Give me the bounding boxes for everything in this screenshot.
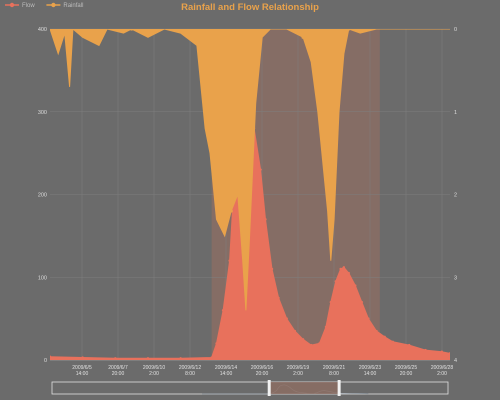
flow-data-point[interactable] xyxy=(228,259,231,262)
flow-data-point[interactable] xyxy=(347,271,350,275)
x-tick-label: 2009/6/5 xyxy=(72,365,92,371)
flow-data-point[interactable] xyxy=(215,342,218,345)
flow-data-point[interactable] xyxy=(259,168,262,171)
x-tick-label: 2:00 xyxy=(293,371,303,377)
rainfall-data-point[interactable] xyxy=(301,35,305,39)
x-tick-label: 2:00 xyxy=(149,371,159,377)
legend[interactable]: Flow Rainfall xyxy=(5,2,83,9)
left-tick-label: 200 xyxy=(38,193,47,199)
x-tick-label: 8:00 xyxy=(329,371,339,377)
x-tick-label: 2009/6/10 xyxy=(143,365,165,371)
flow-data-point[interactable] xyxy=(448,352,451,355)
flow-data-point[interactable] xyxy=(49,355,52,358)
flow-data-point[interactable] xyxy=(360,300,364,304)
x-tick-label: 2009/6/7 xyxy=(108,365,128,371)
slider-handle-left[interactable] xyxy=(267,380,271,396)
flow-data-point[interactable] xyxy=(440,350,444,353)
right-tick-label: 4 xyxy=(454,358,457,364)
flow-data-point[interactable] xyxy=(264,218,267,221)
legend-label: Rainfall xyxy=(63,3,83,9)
left-axis-ticks: 0 100 200 300 400 xyxy=(38,27,47,364)
x-tick-label: 20:00 xyxy=(400,371,413,377)
left-tick-label: 0 xyxy=(44,358,47,364)
rainfall-data-point[interactable] xyxy=(130,27,134,31)
x-tick-label: 2009/6/16 xyxy=(251,365,273,371)
flow-data-point[interactable] xyxy=(270,267,274,271)
x-tick-label: 20:00 xyxy=(112,371,125,377)
legend-item-flow[interactable]: Flow xyxy=(5,2,35,9)
slider-selected-window[interactable] xyxy=(269,382,340,394)
right-tick-label: 1 xyxy=(454,110,457,116)
flow-data-point[interactable] xyxy=(375,329,378,333)
flow-data-point[interactable] xyxy=(342,266,346,269)
x-tick-label: 14:00 xyxy=(76,371,89,377)
rainfall-series-area xyxy=(50,29,450,311)
flow-data-point[interactable] xyxy=(318,342,321,345)
left-tick-label: 400 xyxy=(38,27,47,33)
flow-data-point[interactable] xyxy=(277,296,280,300)
data-zoom-slider[interactable] xyxy=(51,380,449,396)
flow-data-point[interactable] xyxy=(383,335,386,339)
x-tick-label: 2:00 xyxy=(437,371,447,377)
flow-data-point[interactable] xyxy=(391,340,395,343)
left-tick-label: 300 xyxy=(38,110,47,116)
x-axis-ticks: 2009/6/514:002009/6/720:002009/6/102:002… xyxy=(72,365,453,377)
rainfall-data-point[interactable] xyxy=(48,27,52,31)
slider-handle-right[interactable] xyxy=(337,380,341,396)
x-tick-label: 2009/6/21 xyxy=(323,365,345,371)
x-tick-label: 20:00 xyxy=(256,371,269,377)
x-tick-label: 2009/6/28 xyxy=(431,365,453,371)
flow-data-point[interactable] xyxy=(324,325,328,329)
rainfall-data-point[interactable] xyxy=(347,27,351,31)
x-tick-label: 2009/6/25 xyxy=(395,365,417,371)
x-tick-label: 2009/6/12 xyxy=(179,365,201,371)
legend-icon xyxy=(51,2,56,8)
legend-label: Flow xyxy=(22,3,35,9)
flow-data-point[interactable] xyxy=(210,356,213,359)
flow-data-point[interactable] xyxy=(179,357,182,360)
x-tick-label: 2009/6/19 xyxy=(287,365,309,371)
right-tick-label: 0 xyxy=(454,27,457,33)
left-tick-label: 100 xyxy=(38,275,47,281)
flow-data-point[interactable] xyxy=(334,280,337,283)
right-axis-ticks: 0 1 2 3 4 xyxy=(454,27,457,364)
flow-data-point[interactable] xyxy=(329,300,333,304)
flow-data-point[interactable] xyxy=(310,343,313,347)
x-tick-label: 2009/6/14 xyxy=(215,365,237,371)
legend-item-rainfall[interactable]: Rainfall xyxy=(46,2,83,9)
right-tick-label: 3 xyxy=(454,275,457,281)
rainfall-series-points xyxy=(48,27,351,213)
chart-title: Rainfall and Flow Relationship xyxy=(181,2,319,13)
x-tick-label: 8:00 xyxy=(185,371,195,377)
flow-data-point[interactable] xyxy=(301,338,305,341)
x-tick-label: 2009/6/23 xyxy=(359,365,381,371)
flow-data-point[interactable] xyxy=(81,356,84,359)
legend-icon xyxy=(9,2,15,8)
x-tick-label: 14:00 xyxy=(220,371,233,377)
flow-data-point[interactable] xyxy=(424,348,427,352)
flow-data-point[interactable] xyxy=(407,343,411,347)
x-tick-label: 14:00 xyxy=(364,371,377,377)
flow-data-point[interactable] xyxy=(293,329,297,333)
flow-data-point[interactable] xyxy=(285,317,288,320)
right-tick-label: 2 xyxy=(454,193,457,199)
flow-data-point[interactable] xyxy=(354,284,357,287)
slider-track[interactable] xyxy=(51,381,449,395)
flow-data-point[interactable] xyxy=(339,267,342,271)
flow-data-point[interactable] xyxy=(221,309,225,312)
flow-data-point[interactable] xyxy=(114,357,117,360)
flow-data-point[interactable] xyxy=(146,357,150,360)
rainfall-data-point[interactable] xyxy=(229,209,233,213)
flow-data-point[interactable] xyxy=(367,317,370,320)
